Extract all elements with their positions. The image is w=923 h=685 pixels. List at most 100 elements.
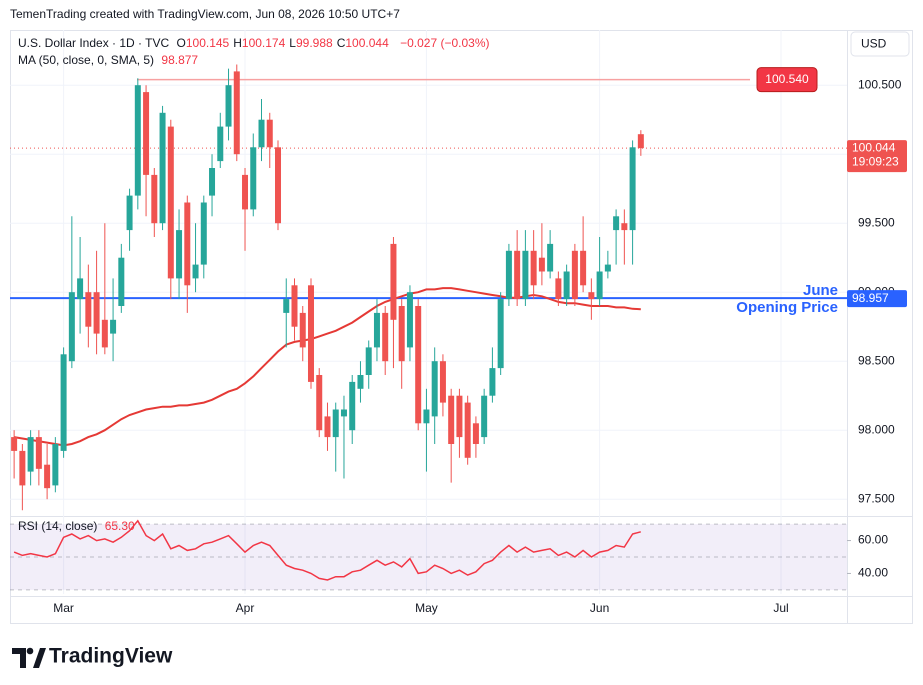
candle-body: [588, 292, 595, 300]
candle-body: [184, 202, 191, 286]
candle-body: [505, 250, 512, 300]
chart-frame: [10, 30, 913, 624]
candle-body: [44, 464, 51, 489]
symbol: U.S. Dollar Index · 1D · TVC: [18, 36, 170, 50]
ohlc-letter: L: [289, 36, 296, 50]
candle-body: [514, 250, 521, 300]
candle-body: [151, 174, 158, 224]
candle-body: [266, 119, 273, 148]
candle-body: [481, 395, 488, 438]
x-tick-label: Mar: [53, 601, 74, 615]
candle-body: [159, 112, 166, 224]
candle-body: [373, 312, 380, 348]
candle-body: [85, 292, 92, 327]
candle-body: [340, 409, 347, 417]
candle-body: [126, 195, 133, 231]
candle-body: [35, 437, 42, 469]
candle-body: [571, 250, 578, 300]
close-price-box: [847, 140, 907, 173]
candle-body: [200, 202, 207, 265]
candle-body: [489, 368, 496, 396]
y-tick-label: 100.500: [858, 77, 902, 91]
candle-body: [613, 216, 620, 231]
currency: USD: [861, 37, 887, 51]
brand: TradingView: [49, 645, 173, 668]
header: TemenTrading created with TradingView.co…: [10, 7, 400, 21]
candle-body: [637, 134, 644, 149]
candle-body: [398, 306, 405, 362]
legend-main: U.S. Dollar Index · 1D · TVC O100.145 H10…: [18, 36, 494, 50]
ma-value: 98.877: [161, 53, 199, 67]
candle-body: [415, 306, 422, 424]
ohlc-letter: O: [176, 36, 186, 50]
candle-body: [423, 409, 430, 424]
y-tick-label: 98.000: [858, 422, 895, 436]
rsi-line: [13, 519, 641, 581]
x-tick-label: Jun: [590, 601, 609, 615]
candle-body: [365, 347, 372, 375]
candle-body: [621, 223, 628, 231]
candle-body: [530, 250, 537, 286]
candle-body: [563, 271, 570, 300]
x-tick-label: May: [415, 601, 438, 615]
candle-body: [604, 264, 611, 272]
legend-rsi: RSI (14, close) 65.30: [18, 519, 139, 533]
candle-body: [258, 119, 265, 148]
x-tick-label: Apr: [236, 601, 255, 615]
candle-body: [77, 278, 84, 300]
candle-body: [316, 375, 323, 431]
candle-body: [250, 147, 257, 210]
candle-body: [497, 299, 504, 369]
candle-body: [27, 437, 34, 472]
currency-button[interactable]: [850, 31, 910, 57]
candle-body: [143, 92, 150, 175]
candle-body: [225, 85, 232, 127]
change: −0.027 (−0.03%): [400, 36, 490, 50]
candle-body: [19, 450, 26, 486]
y-tick-label: 97.500: [858, 491, 895, 505]
candle-body: [439, 361, 446, 403]
countdown: 19:09:23: [852, 154, 899, 168]
candle-body: [580, 250, 587, 286]
candle-body: [275, 147, 282, 224]
candle-body: [332, 409, 339, 438]
ohlc-value: 100.145: [185, 36, 230, 50]
rsi-value: 65.30: [104, 519, 135, 533]
candle-body: [448, 395, 455, 444]
candle-body: [217, 126, 224, 162]
candle-body: [596, 271, 603, 300]
candle-body: [299, 312, 306, 348]
candle-body: [406, 292, 413, 348]
candle-body: [472, 423, 479, 444]
candle-body: [101, 319, 108, 348]
ma-name: MA (50, close, 0, SMA, 5): [18, 53, 155, 67]
candle-body: [291, 285, 298, 327]
ohlc-letter: H: [233, 36, 242, 50]
ohlc-letter: C: [336, 36, 346, 50]
candle-body: [390, 243, 397, 320]
candle-body: [118, 257, 125, 306]
y-tick-label: 99.500: [858, 215, 895, 229]
ma-line: [13, 287, 641, 447]
ohlc: O100.145 H100.174 L99.988 C100.044: [177, 36, 393, 50]
x-tick-label: Jul: [773, 601, 788, 615]
ohlc-value: 99.988: [295, 36, 333, 50]
candle-body: [134, 85, 141, 196]
candle-body: [324, 416, 331, 438]
candle-body: [11, 437, 18, 451]
candle-body: [349, 381, 356, 431]
candle-body: [209, 168, 216, 196]
ohlc-value: 100.174: [241, 36, 286, 50]
brand-logo: [12, 647, 46, 668]
candle-body: [522, 250, 529, 300]
high-line-label: 100.540: [765, 72, 809, 86]
opening-price-box: [847, 290, 907, 308]
candle-body: [283, 299, 290, 313]
candle-body: [357, 375, 364, 389]
candle-body: [93, 292, 100, 334]
candle-body: [60, 354, 67, 451]
close-price-label: 100.044: [852, 140, 896, 154]
candle-body: [167, 126, 174, 279]
candle-body: [555, 278, 562, 300]
